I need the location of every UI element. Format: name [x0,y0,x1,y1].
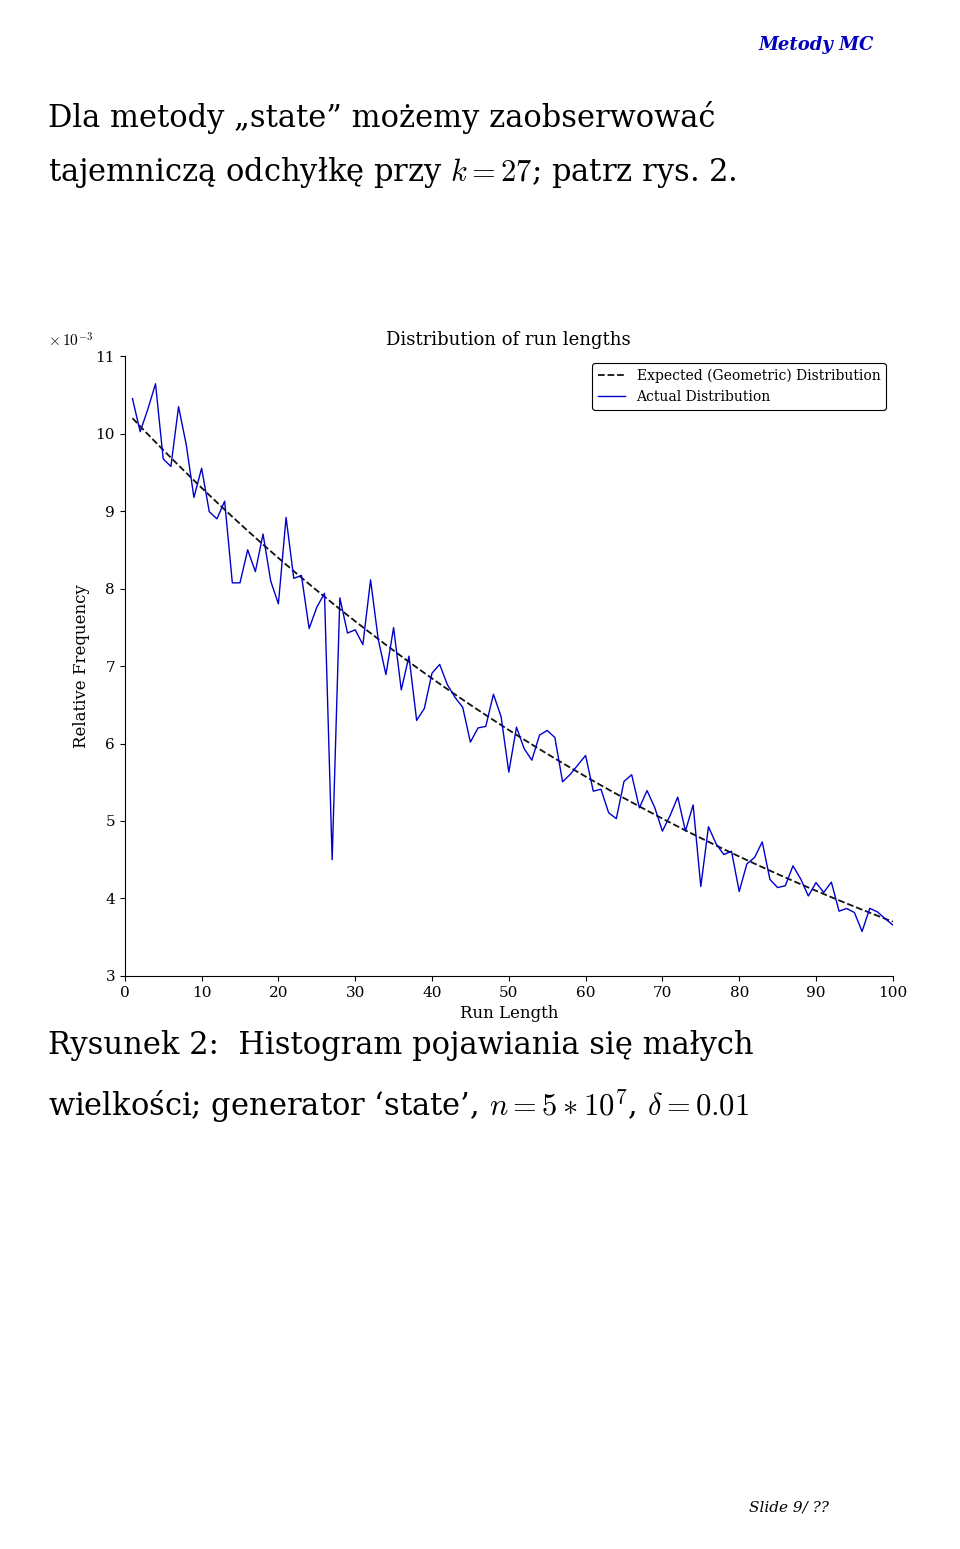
Actual Distribution [856,922,868,940]
Actual Distribution [311,598,323,617]
Y-axis label: Relative Frequency: Relative Frequency [73,584,90,748]
Actual Distribution [127,389,138,407]
Text: tajemniczą odchyłkę przy $k = 27$; patrz rys. 2.: tajemniczą odchyłkę przy $k = 27$; patrz… [48,155,736,191]
X-axis label: Run Length: Run Length [460,1005,558,1022]
Text: Dla metody „state” możemy zaobserwować: Dla metody „state” możemy zaobserwować [48,101,715,133]
Expected (Geometric) Distribution [273,548,284,567]
Text: Metody MC: Metody MC [758,36,874,54]
Legend: Expected (Geometric) Distribution, Actual Distribution: Expected (Geometric) Distribution, Actua… [592,362,886,409]
Title: Distribution of run lengths: Distribution of run lengths [387,331,631,349]
Expected (Geometric) Distribution [303,575,315,593]
Expected (Geometric) Distribution [849,897,860,915]
Text: $\times\,10^{-3}$: $\times\,10^{-3}$ [48,331,93,350]
Line: Actual Distribution: Actual Distribution [132,384,893,931]
Expected (Geometric) Distribution [826,888,837,906]
Actual Distribution [588,782,599,801]
Actual Distribution [864,898,876,917]
Text: Rysunek 2:  Histogram pojawiania się małych: Rysunek 2: Histogram pojawiania się mały… [48,1030,754,1061]
Text: Slide 9/ ??: Slide 9/ ?? [749,1501,828,1515]
Text: wielkości; generator ‘state’, $n = 5 * 10^7$, $\delta = 0.01$: wielkości; generator ‘state’, $n = 5 * 1… [48,1087,749,1126]
Actual Distribution [526,751,538,770]
Expected (Geometric) Distribution [127,409,138,428]
Expected (Geometric) Distribution [887,912,899,931]
Expected (Geometric) Distribution [518,731,530,750]
Actual Distribution [280,508,292,527]
Expected (Geometric) Distribution [580,767,591,785]
Actual Distribution [150,375,161,393]
Line: Expected (Geometric) Distribution: Expected (Geometric) Distribution [132,418,893,922]
Actual Distribution [833,902,845,920]
Actual Distribution [887,915,899,934]
